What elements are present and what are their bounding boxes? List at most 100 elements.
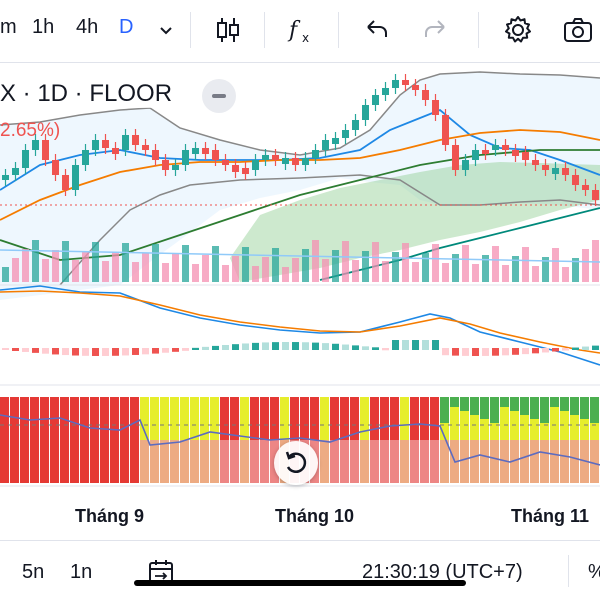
volume-bar: [2, 267, 9, 282]
volume-bar: [192, 264, 199, 282]
oscillator-bar-lower: [400, 440, 409, 483]
oscillator-bar-lower: [570, 440, 579, 483]
macd-histogram-bar: [312, 342, 319, 350]
interval-4h-button[interactable]: 4h: [76, 16, 99, 38]
volume-bar: [472, 264, 479, 282]
volume-bar: [12, 258, 19, 282]
macd-histogram-bar: [332, 343, 339, 350]
macd-histogram-bar: [372, 347, 379, 350]
macd-histogram-bar: [412, 340, 419, 350]
oscillator-bar-green: [570, 397, 579, 415]
macd-histogram-bar: [252, 342, 259, 350]
volume-bar: [542, 257, 549, 282]
macd-histogram-bar: [42, 348, 49, 354]
oscillator-bar-lower: [190, 440, 199, 483]
toolbar-divider: [264, 12, 265, 48]
interval-d-button[interactable]: D: [119, 16, 134, 38]
oscillator-bar-lower: [210, 440, 219, 483]
oscillator-bar-green: [510, 397, 519, 411]
volume-bar: [112, 252, 119, 282]
volume-bar: [322, 259, 329, 282]
interval-1h-button[interactable]: 1h: [32, 16, 55, 38]
volume-bar: [252, 266, 259, 282]
macd-histogram-bar: [62, 348, 69, 356]
macd-histogram-bar: [22, 348, 29, 352]
volume-bar: [282, 267, 289, 282]
range-5n-button[interactable]: 5n: [22, 561, 45, 583]
volume-bar: [262, 257, 269, 282]
volume-bar: [72, 260, 79, 282]
range-1n-button[interactable]: 1n: [70, 561, 93, 583]
oscillator-bar-lower: [460, 440, 469, 483]
oscillator-bar-lower: [480, 440, 489, 483]
undo-icon[interactable]: [358, 12, 394, 48]
volume-bar: [82, 251, 89, 282]
macd-histogram-bar: [272, 342, 279, 350]
settings-icon[interactable]: [500, 12, 536, 48]
percent-scale-button[interactable]: %: [588, 561, 600, 584]
indicator-fx-icon[interactable]: f x: [283, 12, 319, 48]
macd-histogram-bar: [142, 348, 149, 355]
volume-bar: [222, 265, 229, 282]
volume-bar: [62, 241, 69, 282]
macd-histogram-bar: [582, 346, 589, 350]
macd-histogram-bar: [342, 344, 349, 350]
macd-histogram-bar: [292, 342, 299, 350]
volume-bar: [442, 263, 449, 282]
volume-bar: [492, 246, 499, 282]
camera-icon[interactable]: [560, 12, 596, 48]
macd-histogram-bar: [542, 348, 549, 353]
chevron-down-icon[interactable]: [148, 12, 184, 48]
volume-bar: [122, 243, 129, 282]
interval-minutes-button[interactable]: m: [0, 16, 17, 38]
macd-histogram-bar: [552, 348, 559, 352]
volume-bar: [172, 254, 179, 282]
reset-chart-button[interactable]: [274, 441, 318, 485]
oscillator-bar-green: [460, 397, 469, 411]
volume-bar: [362, 251, 369, 282]
oscillator-bar-green: [590, 397, 599, 423]
oscillator-bar-lower: [80, 440, 89, 483]
symbol-title[interactable]: X · 1D · FLOOR: [0, 80, 173, 108]
volume-bar: [412, 262, 419, 282]
oscillator-bar-green: [520, 397, 529, 415]
oscillator-bar-lower: [590, 440, 599, 483]
oscillator-bar-lower: [70, 440, 79, 483]
oscillator-bar-lower: [120, 440, 129, 483]
macd-histogram-bar: [392, 340, 399, 350]
macd-histogram-bar: [362, 346, 369, 350]
volume-bar: [392, 252, 399, 282]
ma-orange-line: [0, 129, 600, 221]
volume-bar: [552, 248, 559, 282]
macd-histogram-bar: [452, 348, 459, 356]
candles-icon[interactable]: [210, 12, 246, 48]
volume-bar: [572, 258, 579, 282]
oscillator-bar-lower: [0, 440, 9, 483]
macd-histogram-bar: [132, 348, 139, 355]
oscillator-bar-lower: [490, 440, 499, 483]
redo-icon[interactable]: [418, 12, 454, 48]
macd-histogram-bar: [422, 340, 429, 350]
oscillator-bar-lower: [510, 440, 519, 483]
oscillator-bar-lower: [130, 440, 139, 483]
volume-bar: [132, 262, 139, 282]
volume-bar: [332, 250, 339, 282]
price-chart[interactable]: [0, 63, 600, 535]
oscillator-bar-lower: [20, 440, 29, 483]
candles: [2, 74, 599, 206]
oscillator-bar-lower: [240, 440, 249, 483]
collapse-legend-button[interactable]: [202, 79, 236, 113]
oscillator-bar-lower: [530, 440, 539, 483]
volume-bar: [292, 258, 299, 282]
clock-time[interactable]: 21:30:19 (UTC+7): [362, 561, 523, 583]
macd-line: [0, 285, 600, 366]
volume-bar: [232, 256, 239, 282]
volume-bar: [502, 265, 509, 282]
oscillator-bar-green: [440, 397, 449, 423]
bottom-divider: [568, 555, 569, 587]
oscillator-bar-green: [480, 397, 489, 419]
volume-bar: [432, 244, 439, 282]
oscillator-bar-lower: [550, 440, 559, 483]
oscillator-bar-lower: [90, 440, 99, 483]
oscillator-bar-lower: [340, 440, 349, 483]
